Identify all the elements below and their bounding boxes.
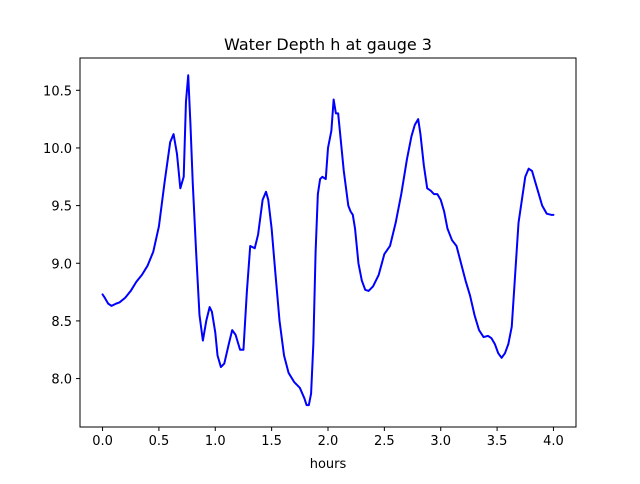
x-tick-label: 1.0 [205,434,226,449]
x-tick-label: 3.5 [487,434,508,449]
plot-area [101,74,555,407]
x-tick-label: 3.0 [430,434,451,449]
y-tick-label: 10.0 [43,142,72,157]
y-tick-label: 8.5 [51,315,72,330]
axes-frame [79,57,577,428]
y-tick-label: 9.5 [51,200,72,215]
series-line-0 [101,74,555,407]
y-tick-label: 10.5 [43,84,72,99]
axis-ticks: 0.0 0.5 1.0 1.5 2.0 2.5 3.0 3.5 4.0 8.0 8.5 9.0 9.5 1… [43,84,564,449]
x-tick-label: 4.0 [543,434,564,449]
chart-title: Water Depth h at gauge 3 [224,35,432,54]
x-tick-label: 1.5 [261,434,282,449]
x-axis-title: hours [310,457,347,472]
y-tick-label: 8.0 [51,373,72,388]
x-tick-label: 0.5 [149,434,170,449]
x-tick-label: 2.0 [318,434,339,449]
x-tick-label: 2.5 [374,434,395,449]
x-tick-label: 0.0 [92,434,113,449]
y-tick-label: 9.0 [51,257,72,272]
